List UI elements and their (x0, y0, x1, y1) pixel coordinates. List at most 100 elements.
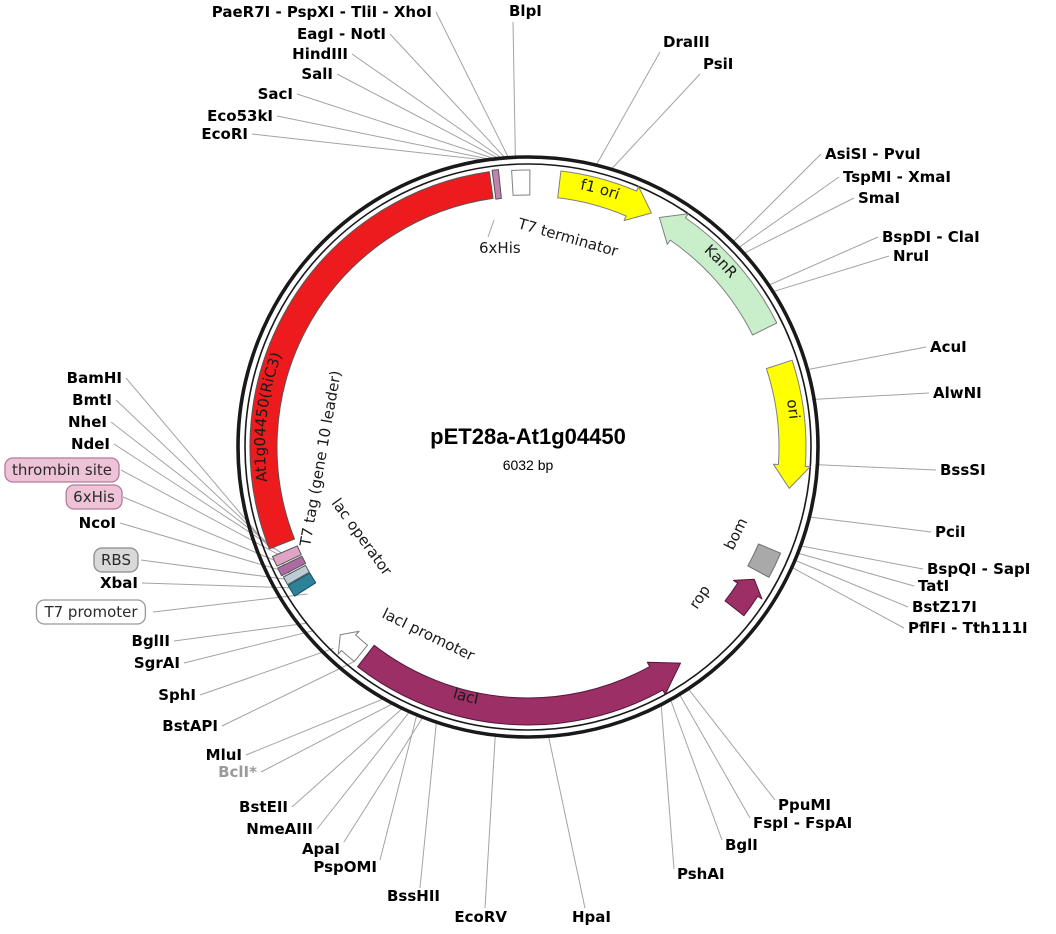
leader-line-nmeaiii (316, 709, 412, 830)
site-label-nhei: NheI (68, 413, 107, 431)
leader-line-bspdi-clai (766, 236, 879, 287)
site-label-hpai: HpaI (572, 908, 611, 926)
site-label-bsssi: BssSI (940, 461, 986, 479)
site-label-smai: SmaI (858, 189, 900, 207)
feature-t7-terminator-box (511, 169, 531, 196)
leader-line-his6top (487, 219, 495, 238)
badge-label-rbs: RBS (101, 551, 131, 569)
site-label-paer7i-pspxi-tlii-xhoi: PaeR7I - PspXI - TliI - XhoI (212, 3, 432, 21)
badge-thrombin-site: thrombin site (4, 457, 120, 483)
leader-line-pspomi (379, 712, 418, 861)
leader-line-psii (609, 73, 701, 172)
leader-line-sgrai (183, 630, 313, 664)
site-label-hindiii: HindIII (292, 45, 348, 63)
site-label-bstz17i: BstZ17I (912, 598, 977, 616)
feature-label-text-ori: ori (783, 398, 804, 420)
leader-line-nrui (770, 255, 890, 293)
feature-f1-ori-arrow (557, 170, 652, 222)
leader-line-asisi-pvui (731, 153, 822, 244)
site-label-bgli: BglI (725, 836, 758, 854)
site-label-mlui: MluI (206, 746, 242, 764)
site-label-bamhi: BamHI (67, 369, 122, 387)
feature-gene-at1g04450 (249, 171, 494, 550)
leader-line-bstapi (221, 661, 355, 727)
plasmid-size: 6032 bp (503, 457, 554, 473)
feature-label-t7tag: T7 tag (gene 10 leader) (296, 369, 345, 549)
leader-line-ncoi (119, 522, 296, 576)
leader-line-eagi-noti (389, 33, 508, 161)
feature-label-lacop: lac operator (328, 495, 396, 580)
site-label-sali: SalI (301, 65, 333, 83)
feature-bom-box (747, 543, 782, 578)
site-label-alwni: AlwNI (933, 384, 982, 402)
leader-line-xbai (141, 582, 304, 589)
site-label-tspmi-xmai: TspMI - XmaI (843, 168, 951, 186)
plasmid-title: pET28a-At1g04450 (430, 424, 626, 449)
badge-bg-rbs (93, 547, 139, 573)
leader-line-bsssi (815, 464, 937, 471)
leader-line-fspi-fspai (678, 692, 751, 819)
leader-line-draiii (594, 51, 661, 168)
feature-lac-operator-tick (287, 572, 317, 597)
leader-line-mlui (245, 697, 387, 756)
leader-line-ppumi (686, 686, 776, 801)
leader-line-pshai (660, 702, 675, 870)
feature-rbs-tick (282, 564, 310, 586)
feature-label-laciprom: lacI promoter (379, 604, 478, 665)
site-label-sphi: SphI (158, 686, 196, 704)
site-label-sgrai: SgrAI (134, 654, 180, 672)
site-label-asisi-pvui: AsiSI - PvuI (825, 145, 921, 163)
leader-line-acui (805, 346, 927, 371)
feature-label-ori: ori (783, 398, 804, 420)
leader-line-apai (343, 715, 425, 843)
feature-label-laci: lacI (451, 684, 480, 708)
site-label-saci: SacI (258, 85, 293, 103)
leader-line-sali (336, 73, 503, 161)
plasmid-ring-outer (236, 155, 820, 739)
badge-label-t7-promoter: T7 promoter (43, 603, 138, 621)
site-label-fspi-fspai: FspI - FspAI (753, 814, 852, 832)
badge-bg-6xhis (65, 484, 123, 510)
badge-bg-t7-promoter (35, 599, 147, 625)
site-label-bspqi-sapi: BspQI - SapI (927, 560, 1030, 578)
site-label-ecori: EcoRI (201, 125, 248, 143)
leader-lines (110, 11, 937, 909)
badge-rbs: RBS (93, 547, 139, 573)
badge-label-6xhis: 6xHis (73, 488, 115, 506)
site-label-pspomi: PspOMI (313, 858, 377, 876)
leader-line-paer7i-pspxi-tlii-xhoi (435, 11, 510, 160)
feature-kanr-arrow (658, 213, 778, 336)
feature-label-text-laci: lacI (451, 684, 480, 708)
site-label-ppumi: PpuMI (778, 796, 831, 814)
feature-thrombin-site-tick (272, 545, 302, 567)
site-label-pflfi-tth111i: PflFI - Tth111I (908, 619, 1028, 637)
site-label-acui: AcuI (930, 338, 967, 356)
leader-line-smai (741, 197, 855, 255)
feature-his6-tick (277, 555, 307, 577)
site-label-pcii: PciI (935, 523, 966, 541)
leader-line-rbs (140, 559, 300, 582)
feature-label-t7term: T7 terminator (515, 214, 621, 260)
site-label-xbai: XbaI (100, 574, 138, 592)
feature-rop-arrow (724, 578, 763, 617)
leader-line-alwni (812, 392, 930, 400)
plasmid-ring-inner (244, 163, 812, 731)
feature-label-rop: rop (685, 582, 714, 612)
leader-line-bsteii (291, 706, 405, 808)
leader-line-bcli (260, 702, 396, 773)
features (249, 169, 811, 726)
leader-line-ecorv (484, 733, 496, 909)
site-label-apai: ApaI (302, 840, 340, 858)
badge-t7-promoter: T7 promoter (35, 599, 147, 625)
site-label-draiii: DraIII (663, 33, 710, 51)
leader-line-eco53ki (276, 115, 497, 162)
leader-line-bgli (669, 697, 723, 841)
feature-laci-promoter-arrow (337, 630, 368, 662)
site-label-blpi: BlpI (509, 2, 542, 20)
site-label-ndei: NdeI (71, 435, 110, 453)
feature-label-bom: bom (720, 515, 751, 553)
leader-line-6xhis (122, 496, 293, 569)
site-label-pshai: PshAI (677, 865, 725, 883)
